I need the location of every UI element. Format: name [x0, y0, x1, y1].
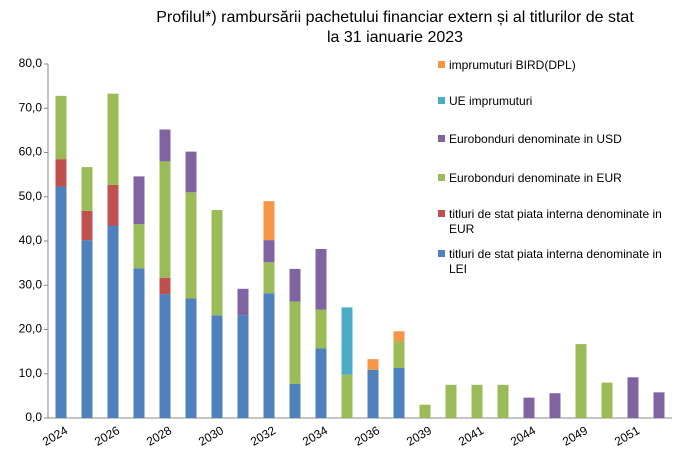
bar-segment: [549, 393, 561, 418]
legend-item: Eurobonduri denominate in USD: [438, 132, 674, 147]
bar-segment: [653, 392, 665, 418]
bar-segment: [159, 277, 171, 295]
bar-segment: [159, 129, 171, 162]
legend-label: imprumuturi BIRD(DPL): [449, 58, 576, 72]
legend-label: titluri de stat piata interna denominate…: [449, 207, 662, 236]
x-tick-label: 2041: [456, 423, 486, 449]
bar-segment: [185, 192, 197, 299]
y-tick-label: 80,0: [19, 56, 43, 70]
bar-segment: [107, 225, 119, 418]
legend-item: imprumuturi BIRD(DPL): [438, 58, 674, 73]
bar-segment: [471, 384, 483, 418]
bar-segment: [55, 95, 67, 160]
bar-segment: [263, 201, 275, 241]
bar-segment: [263, 262, 275, 294]
legend-swatch: [438, 97, 445, 104]
bar-segment: [55, 159, 67, 187]
chart-title: la 31 ianuarie 2023: [327, 29, 463, 46]
legend-swatch: [438, 250, 445, 257]
bar-segment: [81, 167, 93, 211]
legend-label: titluri de stat piata interna denominate…: [449, 247, 662, 276]
bar-segment: [81, 210, 93, 241]
bar-segment: [341, 307, 353, 375]
bar-segment: [497, 384, 509, 418]
bar-segment: [393, 341, 405, 368]
bar-segment: [393, 367, 405, 418]
x-tick-label: 2026: [92, 423, 122, 449]
y-tick-label: 0,0: [25, 410, 42, 424]
y-tick-label: 20,0: [19, 322, 43, 336]
bar-segment: [107, 184, 119, 226]
bar-segment: [315, 248, 327, 310]
legend-swatch: [438, 210, 445, 217]
bar-segment: [289, 268, 301, 302]
bar-segment: [315, 309, 327, 349]
bar-segment: [575, 344, 587, 418]
legend-swatch: [438, 174, 445, 181]
chart-title: Profilul*) rambursării pachetului financ…: [156, 9, 634, 26]
legend-item: titluri de stat piata interna denominate…: [438, 207, 674, 237]
bar-segment: [367, 369, 379, 418]
x-tick-label: 2051: [612, 423, 642, 449]
legend-label: Eurobonduri denominate in EUR: [449, 171, 622, 185]
x-tick-label: 2049: [560, 423, 590, 449]
bar-segment: [55, 186, 67, 418]
legend-label: Eurobonduri denominate in USD: [449, 132, 622, 146]
y-tick-label: 10,0: [19, 366, 43, 380]
bar-segment: [237, 315, 249, 418]
bar-segment: [211, 210, 223, 316]
bar-segment: [211, 315, 223, 418]
x-tick-label: 2024: [40, 423, 70, 449]
bar-segment: [263, 293, 275, 418]
bar-segment: [523, 397, 535, 418]
legend-label: UE imprumuturi: [449, 94, 533, 108]
x-tick-label: 2030: [196, 423, 226, 449]
bar-segment: [601, 382, 613, 418]
x-tick-label: 2039: [404, 423, 434, 449]
bar-segment: [185, 151, 197, 193]
bar-segment: [81, 240, 93, 418]
bar-segment: [159, 294, 171, 418]
y-tick-label: 70,0: [19, 100, 43, 114]
y-tick-label: 30,0: [19, 277, 43, 291]
legend-swatch: [438, 135, 445, 142]
bar-segment: [393, 331, 405, 342]
y-tick-label: 50,0: [19, 189, 43, 203]
bar-segment: [445, 384, 457, 418]
bar-segment: [159, 161, 171, 278]
bar-segment: [185, 298, 197, 418]
x-tick-label: 2036: [352, 423, 382, 449]
legend-swatch: [438, 61, 445, 68]
x-tick-label: 2028: [144, 423, 174, 449]
legend-item: UE imprumuturi: [438, 94, 674, 109]
bar-segment: [315, 348, 327, 418]
bar-segment: [237, 288, 249, 316]
bar-segment: [419, 404, 431, 418]
x-tick-label: 2034: [300, 423, 330, 449]
bar-segment: [133, 176, 145, 225]
bar-segment: [627, 377, 639, 418]
legend-item: titluri de stat piata interna denominate…: [438, 247, 674, 277]
y-tick-label: 60,0: [19, 145, 43, 159]
x-tick-label: 2044: [508, 423, 538, 449]
legend-item: Eurobonduri denominate in EUR: [438, 171, 674, 186]
bar-segment: [341, 374, 353, 418]
x-tick-label: 2032: [248, 423, 278, 449]
bar-segment: [263, 240, 275, 263]
bar-segment: [133, 268, 145, 418]
bar-segment: [107, 93, 119, 185]
bar-segment: [289, 383, 301, 418]
bar-segment: [367, 359, 379, 370]
bar-segment: [289, 301, 301, 384]
bar-segment: [133, 224, 145, 269]
y-tick-label: 40,0: [19, 233, 43, 247]
